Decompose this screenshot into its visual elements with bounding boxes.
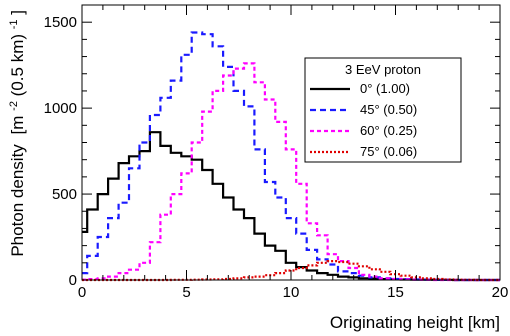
x-tick-label: 10 (283, 284, 300, 301)
y-axis-title-unit-exp: -2 (8, 101, 20, 111)
x-tick-label: 5 (182, 284, 190, 301)
x-tick-label: 0 (78, 284, 86, 301)
legend-label: 75° (0.06) (360, 144, 417, 159)
legend: 3 EeV proton 0° (1.00) 45° (0.50) 60° (0.2… (304, 57, 462, 163)
y-axis-title-unit-exp2: -1 (8, 19, 20, 29)
axes: 0 5 10 15 20 0 500 1000 1500 (44, 4, 509, 301)
y-tick-label: 1000 (44, 100, 77, 117)
y-axis-title: Photon density [m -2 (0.5 km) -1 ] (2, 10, 27, 257)
x-tick-label: 20 (492, 284, 509, 301)
legend-title: 3 EeV proton (345, 62, 421, 77)
series-line-2 (82, 62, 500, 282)
y-axis-title-unit-pre: [m (8, 116, 27, 135)
y-axis-title-unit-close: ] (8, 10, 27, 15)
y-tick-label: 500 (52, 186, 77, 203)
y-tick-label: 1500 (44, 14, 77, 31)
series-line-1 (82, 31, 500, 282)
y-axis-title-main: Photon density (8, 144, 27, 257)
y-axis-title-unit-mid: (0.5 km) (8, 34, 27, 96)
y-tick-label: 0 (69, 272, 77, 289)
x-axis-title: Originating height [km] (330, 313, 500, 332)
legend-label: 0° (1.00) (360, 81, 410, 96)
legend-label: 45° (0.50) (360, 102, 417, 117)
legend-label: 60° (0.25) (360, 123, 417, 138)
x-tick-label: 15 (387, 284, 404, 301)
